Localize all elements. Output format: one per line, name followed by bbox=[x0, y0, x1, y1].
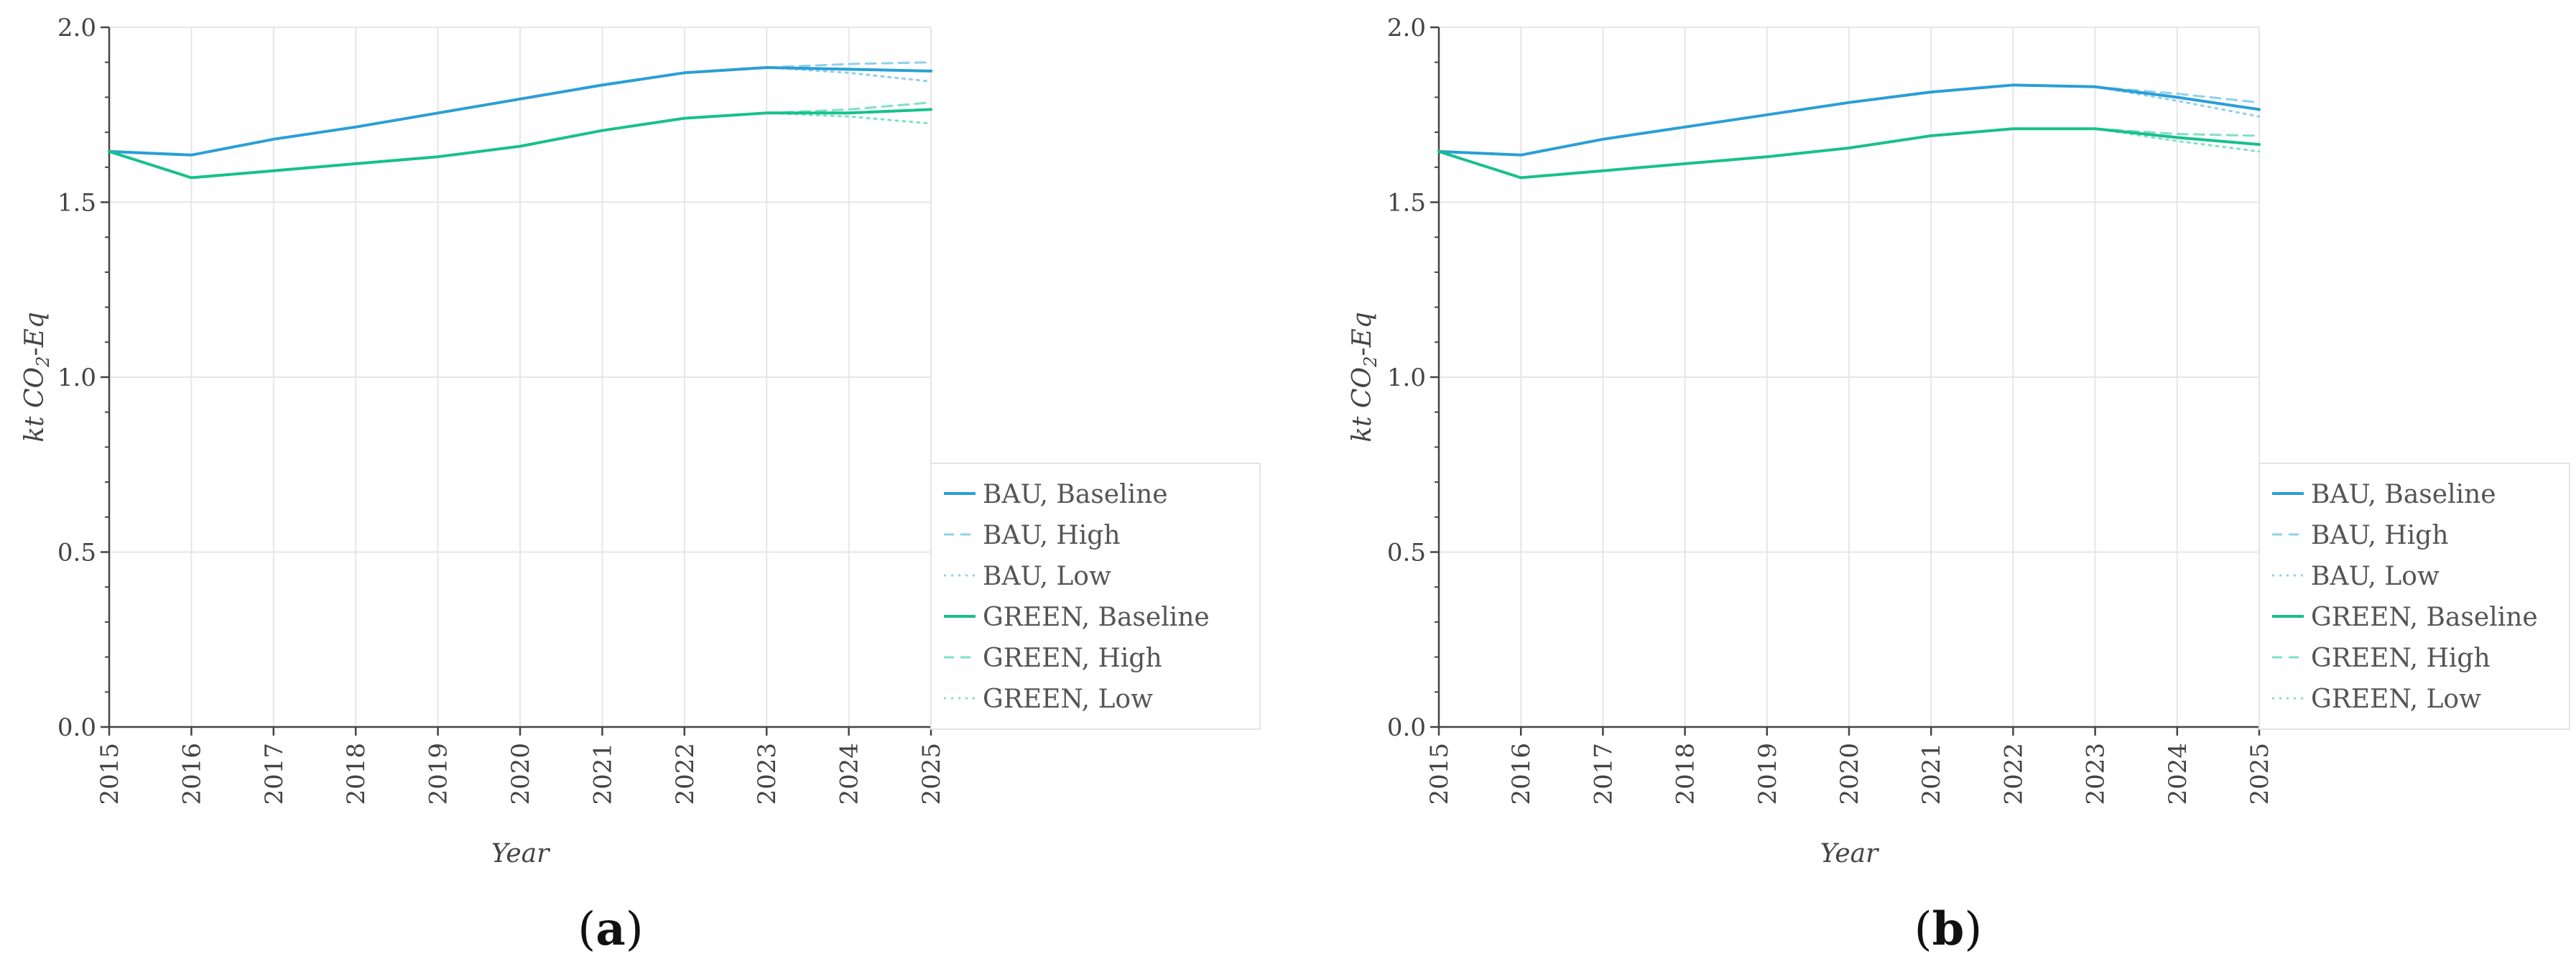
legend-entry-bau-baseline: BAU, Baseline bbox=[983, 480, 1168, 509]
y-tick-label: 1.0 bbox=[57, 363, 96, 392]
legend-entry-green-low: GREEN, Low bbox=[2311, 685, 2481, 714]
x-tick-label: 2016 bbox=[1507, 743, 1536, 805]
legend-entry-green-low: GREEN, Low bbox=[983, 685, 1153, 714]
x-tick-label: 2015 bbox=[1425, 743, 1454, 805]
y-tick-label: 1.5 bbox=[1387, 189, 1426, 218]
legend-entry-green-high: GREEN, High bbox=[983, 644, 1162, 673]
series-line-green-baseline bbox=[1437, 127, 2261, 180]
series-line-green-baseline bbox=[108, 108, 932, 180]
legend-entry-bau-low: BAU, Low bbox=[2311, 562, 2440, 591]
x-tick-label: 2025 bbox=[2246, 743, 2274, 805]
y-tick-label: 2.0 bbox=[1387, 14, 1426, 42]
gridlines bbox=[108, 27, 932, 728]
series-line-bau-baseline bbox=[1437, 83, 2261, 157]
x-tick-label: 2021 bbox=[1917, 743, 1946, 805]
legend-entry-green-baseline: GREEN, Baseline bbox=[983, 603, 1210, 632]
x-tick-label: 2023 bbox=[2082, 743, 2111, 805]
x-tick-label: 2020 bbox=[1835, 743, 1864, 805]
legend-entry-green-high: GREEN, High bbox=[2311, 644, 2491, 673]
panel-label-b: (b) bbox=[1914, 902, 1983, 956]
x-tick-label: 2024 bbox=[835, 743, 864, 805]
x-tick-label: 2020 bbox=[506, 743, 535, 805]
x-axis-title: Year bbox=[1820, 839, 1879, 868]
legend-entry-bau-baseline: BAU, Baseline bbox=[2311, 480, 2496, 509]
x-tick-label: 2018 bbox=[1672, 743, 1700, 805]
legend-entry-bau-low: BAU, Low bbox=[983, 562, 1111, 591]
x-tick-label: 2016 bbox=[177, 743, 206, 805]
legend-entry-bau-high: BAU, High bbox=[983, 521, 1121, 550]
x-tick-label: 2017 bbox=[260, 743, 289, 805]
x-tick-label: 2018 bbox=[342, 743, 371, 805]
y-axis-title: kt CO2-Eq bbox=[1348, 312, 1381, 443]
series-lines bbox=[108, 61, 932, 180]
series-line-green-low bbox=[2094, 127, 2261, 153]
legend: BAU, Baseline BAU, High BAU, Low GREEN, Bas… bbox=[930, 463, 1261, 730]
y-tick-label: 1.0 bbox=[1387, 363, 1426, 392]
series-line-bau-baseline bbox=[108, 66, 932, 157]
legend: BAU, Baseline BAU, High BAU, Low GREEN, Bas… bbox=[2258, 463, 2570, 730]
x-tick-label: 2022 bbox=[671, 743, 700, 805]
series-line-bau-high bbox=[765, 61, 932, 69]
series-line-green-low bbox=[765, 111, 932, 125]
y-tick-label: 0.0 bbox=[1387, 713, 1426, 742]
legend-entry-bau-high: BAU, High bbox=[2311, 521, 2449, 550]
x-axis-title: Year bbox=[491, 839, 550, 868]
legend-frame bbox=[930, 463, 1261, 730]
x-tick-label: 2022 bbox=[1999, 743, 2028, 805]
y-tick-label: 2.0 bbox=[57, 14, 96, 42]
y-tick-label: 0.0 bbox=[57, 713, 96, 742]
x-tick-label: 2024 bbox=[2164, 743, 2192, 805]
legend-frame bbox=[2258, 463, 2570, 730]
x-tick-label: 2019 bbox=[425, 743, 453, 805]
x-tick-label: 2025 bbox=[917, 743, 946, 805]
y-axis-title: kt CO2-Eq bbox=[20, 312, 53, 443]
x-tick-label: 2015 bbox=[96, 743, 124, 805]
y-tick-label: 0.5 bbox=[57, 539, 96, 567]
chart-panel-a: 0.0 0.5 1.0 1.5 2.0 2015 2016 2017 2018 2019 2020 2… bbox=[20, 14, 1261, 868]
y-tick-label: 0.5 bbox=[1387, 539, 1426, 567]
x-tick-label: 2021 bbox=[588, 743, 617, 805]
x-tick-label: 2023 bbox=[753, 743, 782, 805]
panel-label-a: (a) bbox=[578, 902, 643, 956]
legend-entry-green-baseline: GREEN, Baseline bbox=[2311, 603, 2538, 632]
series-line-bau-low bbox=[765, 66, 932, 83]
x-tick-label: 2019 bbox=[1753, 743, 1782, 805]
series-lines bbox=[1437, 83, 2261, 180]
x-tick-label: 2017 bbox=[1589, 743, 1618, 805]
y-tick-label: 1.5 bbox=[57, 189, 96, 218]
chart-panel-b: 0.0 0.5 1.0 1.5 2.0 2015 2016 2017 2018 2019 2020 2… bbox=[1348, 14, 2570, 868]
